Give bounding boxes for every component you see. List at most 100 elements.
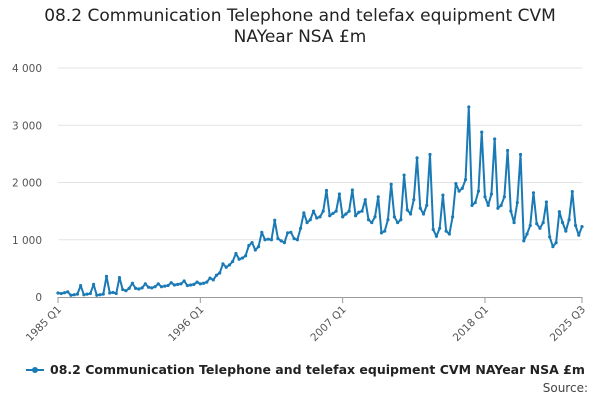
data-point[interactable] bbox=[104, 274, 109, 278]
data-point[interactable] bbox=[266, 237, 270, 241]
data-point[interactable] bbox=[208, 276, 212, 280]
data-point[interactable] bbox=[260, 230, 264, 234]
data-point[interactable] bbox=[221, 262, 225, 266]
data-point[interactable] bbox=[564, 229, 568, 233]
data-point[interactable] bbox=[328, 214, 332, 218]
data-point[interactable] bbox=[130, 281, 134, 285]
data-point[interactable] bbox=[205, 280, 209, 284]
data-point[interactable] bbox=[399, 218, 403, 222]
data-point[interactable] bbox=[538, 226, 542, 230]
data-point[interactable] bbox=[357, 210, 361, 214]
data-point[interactable] bbox=[150, 286, 154, 290]
data-point[interactable] bbox=[334, 209, 338, 213]
data-point[interactable] bbox=[308, 218, 312, 222]
data-point[interactable] bbox=[567, 218, 571, 222]
data-point[interactable] bbox=[143, 282, 147, 286]
data-point[interactable] bbox=[331, 211, 335, 216]
data-point[interactable] bbox=[554, 241, 558, 245]
data-point[interactable] bbox=[305, 220, 309, 225]
data-point[interactable] bbox=[156, 282, 160, 286]
data-point[interactable] bbox=[531, 191, 536, 195]
data-point[interactable] bbox=[457, 189, 461, 193]
data-point[interactable] bbox=[159, 285, 164, 289]
data-point[interactable] bbox=[447, 232, 451, 236]
data-point[interactable] bbox=[376, 195, 380, 199]
data-point[interactable] bbox=[185, 283, 189, 288]
data-point[interactable] bbox=[489, 192, 494, 196]
data-point[interactable] bbox=[172, 283, 177, 287]
data-point[interactable] bbox=[127, 286, 131, 291]
data-point[interactable] bbox=[75, 292, 80, 296]
data-point[interactable] bbox=[140, 286, 144, 290]
data-point[interactable] bbox=[298, 226, 303, 230]
data-point[interactable] bbox=[522, 239, 526, 243]
data-point[interactable] bbox=[366, 218, 371, 222]
data-point[interactable] bbox=[541, 220, 545, 225]
data-point[interactable] bbox=[515, 200, 519, 205]
data-point[interactable] bbox=[580, 224, 584, 229]
data-point[interactable] bbox=[370, 220, 374, 225]
data-point[interactable] bbox=[79, 283, 83, 288]
data-point[interactable] bbox=[198, 282, 202, 286]
data-point[interactable] bbox=[273, 218, 277, 222]
data-point[interactable] bbox=[441, 193, 445, 197]
data-point[interactable] bbox=[311, 209, 316, 213]
data-point[interactable] bbox=[153, 285, 157, 289]
data-point[interactable] bbox=[509, 209, 513, 213]
data-point[interactable] bbox=[253, 248, 257, 252]
data-point[interactable] bbox=[412, 198, 416, 202]
data-point[interactable] bbox=[195, 280, 199, 284]
data-point[interactable] bbox=[383, 229, 387, 233]
data-point[interactable] bbox=[363, 198, 367, 202]
data-point[interactable] bbox=[560, 220, 565, 225]
data-point[interactable] bbox=[444, 229, 448, 233]
data-point[interactable] bbox=[502, 195, 506, 199]
data-point[interactable] bbox=[321, 209, 325, 213]
data-point[interactable] bbox=[117, 275, 122, 280]
data-point[interactable] bbox=[402, 173, 406, 177]
data-point[interactable] bbox=[244, 254, 248, 258]
data-point[interactable] bbox=[286, 231, 290, 235]
data-point[interactable] bbox=[573, 223, 578, 228]
data-point[interactable] bbox=[269, 238, 274, 242]
data-point[interactable] bbox=[302, 211, 306, 215]
data-point[interactable] bbox=[166, 283, 170, 288]
data-point[interactable] bbox=[88, 291, 92, 296]
data-point[interactable] bbox=[56, 291, 60, 295]
data-point[interactable] bbox=[214, 273, 219, 277]
data-point[interactable] bbox=[418, 206, 422, 210]
data-point[interactable] bbox=[59, 291, 63, 296]
data-point[interactable] bbox=[137, 287, 141, 291]
data-point[interactable] bbox=[62, 291, 67, 295]
data-point[interactable] bbox=[496, 206, 500, 210]
data-point[interactable] bbox=[101, 292, 105, 296]
data-point[interactable] bbox=[480, 130, 484, 134]
data-point[interactable] bbox=[373, 215, 377, 219]
data-point[interactable] bbox=[134, 286, 138, 291]
data-point[interactable] bbox=[483, 195, 487, 199]
data-point[interactable] bbox=[231, 259, 235, 264]
data-point[interactable] bbox=[108, 291, 112, 295]
data-point[interactable] bbox=[82, 293, 86, 297]
data-point[interactable] bbox=[460, 186, 464, 190]
data-point[interactable] bbox=[234, 251, 238, 256]
data-point[interactable] bbox=[396, 220, 400, 225]
data-point[interactable] bbox=[98, 293, 102, 297]
data-point[interactable] bbox=[392, 215, 396, 219]
data-point[interactable] bbox=[121, 287, 125, 292]
data-point[interactable] bbox=[350, 188, 354, 192]
data-point[interactable] bbox=[360, 209, 364, 213]
data-point[interactable] bbox=[163, 284, 167, 288]
data-point[interactable] bbox=[211, 278, 215, 282]
data-point[interactable] bbox=[512, 220, 516, 225]
data-point[interactable] bbox=[557, 210, 561, 214]
data-point[interactable] bbox=[146, 285, 151, 289]
data-point[interactable] bbox=[189, 283, 193, 287]
data-point[interactable] bbox=[218, 271, 222, 275]
data-point[interactable] bbox=[279, 239, 283, 243]
data-point[interactable] bbox=[72, 293, 76, 297]
data-point[interactable] bbox=[405, 208, 409, 212]
data-point[interactable] bbox=[276, 237, 280, 241]
data-point[interactable] bbox=[415, 156, 419, 160]
data-point[interactable] bbox=[438, 226, 442, 230]
